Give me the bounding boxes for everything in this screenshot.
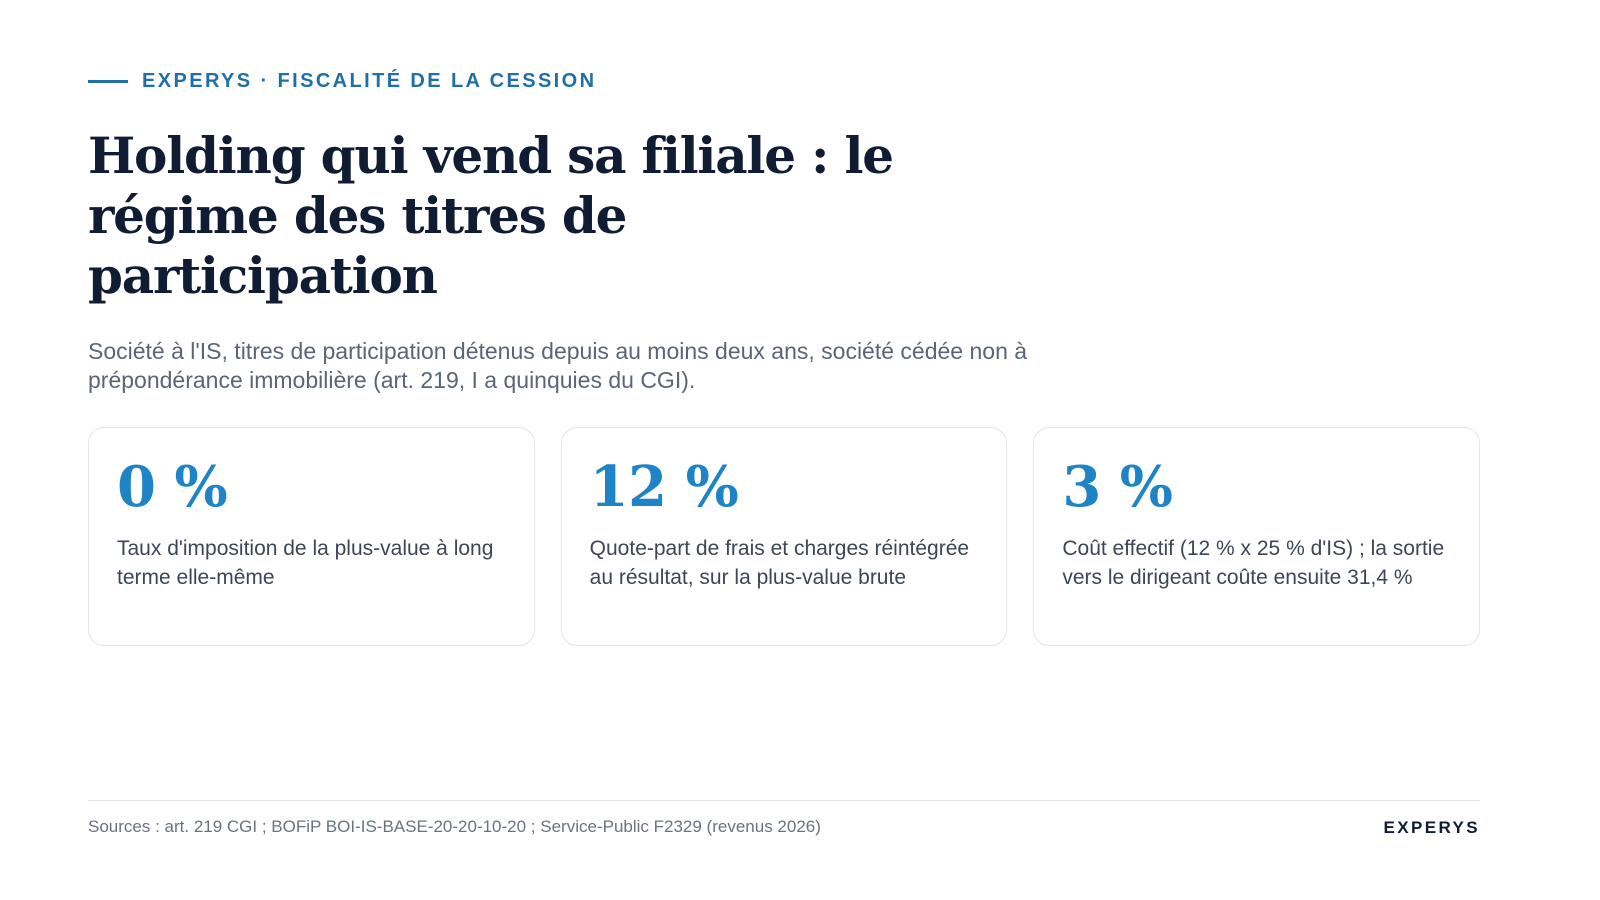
- stat-label: Taux d'imposition de la plus-value à lon…: [117, 537, 494, 589]
- eyebrow-text: EXPERYS · FISCALITÉ DE LA CESSION: [142, 70, 597, 92]
- footer-sources: Sources : art. 219 CGI ; BOFiP BOI-IS-BA…: [88, 817, 821, 836]
- stat-value: 3 %: [1062, 454, 1173, 520]
- stat-cards: 0 % Taux d'imposition de la plus-value à…: [88, 427, 1481, 646]
- stat-value: 12 %: [589, 454, 739, 520]
- footer-brand-logo: EXPERYS: [1383, 818, 1480, 837]
- page-title: Holding qui vend sa filiale : le régime …: [88, 126, 894, 305]
- stat-label: Quote-part de frais et charges réintégré…: [589, 537, 970, 589]
- page-subtitle: Société à l'IS, titres de participation …: [88, 338, 1028, 393]
- stat-label: Coût effectif (12 % x 25 % d'IS) ; la so…: [1062, 537, 1445, 589]
- stat-card-1: 12 % Quote-part de frais et charges réin…: [560, 427, 1008, 646]
- stat-card-2: 3 % Coût effectif (12 % x 25 % d'IS) ; l…: [1033, 427, 1481, 646]
- stat-value: 0 %: [117, 454, 228, 520]
- stat-card-0: 0 % Taux d'imposition de la plus-value à…: [88, 427, 535, 646]
- eyebrow-accent-line: [88, 79, 128, 83]
- footer-divider: [88, 800, 1480, 801]
- eyebrow: EXPERYS · FISCALITÉ DE LA CESSION: [88, 70, 596, 92]
